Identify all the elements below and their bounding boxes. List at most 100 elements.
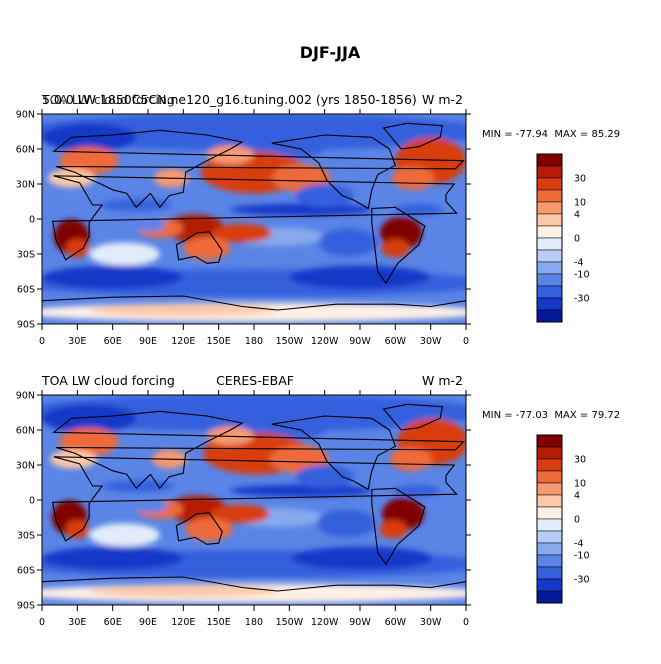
x-tick-label: 90E: [139, 336, 157, 347]
field-anomaly: [100, 199, 172, 211]
colorbar-swatch: [536, 530, 563, 544]
y-tick-label: 90S: [17, 601, 35, 612]
x-tick-label: 150W: [276, 336, 304, 347]
colorbar-swatch: [536, 506, 563, 520]
x-tick-label: 150E: [207, 336, 231, 347]
field-anomaly: [210, 504, 270, 524]
panel-title-center: CERES-EBAF: [216, 373, 294, 388]
x-tick-label: 90W: [349, 617, 371, 628]
coastline: [175, 512, 223, 545]
x-tick-label: 90E: [139, 617, 157, 628]
field-anomaly: [389, 447, 433, 471]
coastline: [371, 487, 426, 566]
colorbar-swatch: [536, 482, 563, 496]
colorbar-swatch: [536, 165, 563, 179]
coastline: [42, 295, 466, 311]
field-anomaly: [391, 166, 435, 190]
colorbar: 30 104 0 -4-10 -30: [536, 153, 590, 323]
x-tick-label: 60E: [104, 617, 122, 628]
colorbar-swatch: [536, 566, 563, 580]
colorbar-label: 30: [574, 174, 586, 185]
x-tick-label: 180: [245, 617, 263, 628]
x-tick-label: 120E: [171, 336, 195, 347]
y-tick-label: 90N: [16, 391, 35, 402]
colorbar-swatch: [536, 273, 563, 287]
colorbar-swatch: [536, 554, 563, 568]
field-anomaly: [130, 217, 166, 232]
colorbar-frame: [536, 434, 563, 604]
field-anomaly: [89, 585, 278, 597]
colorbar-swatch: [536, 542, 563, 556]
panel-title-left: 5.0.0 LW 1850C5CN.ne120_g16.tuning.002 (…: [42, 92, 417, 107]
colorbar-label: -4: [574, 258, 583, 269]
y-tick-label: 60N: [16, 426, 35, 437]
map-panel-1: 0 30E 60E 90E 120E 150E 180 150W 120W 90W 60W 30W 09…: [16, 92, 620, 347]
colorbar-label: -4: [574, 539, 583, 550]
colorbar-label: -30: [574, 575, 590, 586]
colorbar-swatch: [536, 213, 563, 227]
y-tick-label: 30N: [16, 461, 35, 472]
coastline: [382, 122, 444, 150]
x-tick-label: 30W: [420, 336, 442, 347]
panel-title-overlap: TOA LW cloud forcing: [41, 92, 175, 107]
x-tick-label: 0: [463, 617, 469, 628]
field-anomaly: [316, 509, 376, 538]
field-plot: [42, 114, 466, 324]
colorbar-swatch: [536, 285, 563, 299]
colorbar-swatch: [536, 434, 563, 448]
field-anomaly: [291, 546, 433, 570]
x-tick-label: 30E: [68, 617, 86, 628]
colorbar-swatch: [536, 309, 563, 323]
field-plot: [42, 395, 466, 605]
colorbar-swatch: [536, 189, 563, 203]
panel-title-right: W m-2: [422, 92, 463, 107]
y-tick-label: 60S: [17, 566, 35, 577]
colorbar-swatch: [536, 518, 563, 532]
colorbar-swatch: [536, 446, 563, 460]
field-anomaly: [42, 404, 137, 433]
field-anomaly: [230, 203, 372, 216]
colorbar-swatch: [536, 494, 563, 508]
field-anomaly: [289, 265, 431, 290]
field-anomaly: [132, 498, 168, 513]
field-anomaly: [47, 168, 95, 188]
field-anomaly: [59, 427, 119, 456]
colorbar-label: -10: [574, 551, 590, 562]
map-panel-2: 0 30E 60E 90E 120E 150E 180 150W 120W 90W 60W 30W 09…: [16, 373, 620, 628]
coastline: [51, 175, 458, 261]
field-anomaly: [42, 114, 466, 151]
coastline: [42, 576, 466, 592]
colorbar-label: 0: [574, 234, 580, 245]
panel-title-left: TOA LW cloud forcing: [41, 373, 175, 388]
field-anomaly: [42, 546, 184, 570]
field-anomaly: [49, 449, 97, 469]
y-tick-label: 30N: [16, 180, 35, 191]
field-anomaly: [393, 484, 441, 497]
field-anomaly: [183, 236, 231, 260]
colorbar-label: 0: [574, 515, 580, 526]
x-tick-label: 60W: [385, 617, 407, 628]
panel-title-right: W m-2: [422, 373, 463, 388]
colorbar-swatch: [536, 578, 563, 592]
coastline: [382, 403, 444, 431]
field-anomaly: [165, 214, 225, 243]
field-anomaly: [395, 203, 443, 216]
coastline: [371, 206, 426, 285]
x-tick-label: 60W: [385, 336, 407, 347]
coastline: [175, 231, 223, 264]
coastline: [52, 410, 465, 490]
colorbar-swatch: [536, 590, 563, 604]
field-anomaly: [381, 238, 410, 258]
y-tick-label: 30S: [17, 531, 35, 542]
page-title: DJF-JJA: [300, 43, 361, 62]
y-tick-label: 0: [29, 496, 35, 507]
x-tick-label: 120W: [311, 336, 339, 347]
field-anomaly: [379, 519, 408, 539]
colorbar-swatch: [536, 297, 563, 311]
colorbar-label: 4: [574, 210, 580, 221]
x-tick-label: 150W: [276, 617, 304, 628]
coastline: [52, 129, 465, 209]
colorbar-label: 30: [574, 455, 586, 466]
x-tick-label: 120W: [311, 617, 339, 628]
